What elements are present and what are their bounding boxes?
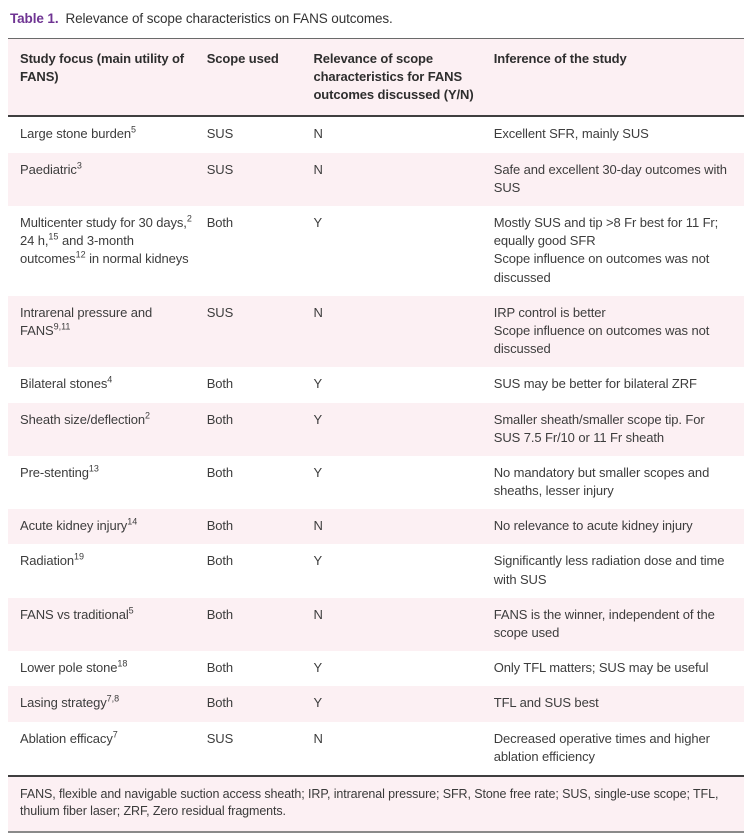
study-focus-cell: FANS vs traditional5 (20, 605, 134, 622)
table-row: FANS vs traditional5 Both N FANS is the win… (8, 597, 744, 652)
relevance-cell: Y (313, 411, 323, 427)
table-body: Large stone burden5 SUS N Excellent SFR, ma… (8, 116, 744, 776)
inference-cell: No relevance to acute kidney injury (493, 518, 693, 534)
relevance-cell: N (313, 730, 323, 746)
study-focus-cell: Large stone burden5 (20, 125, 136, 142)
study-focus-cell: Intrarenal pressure and FANS9,11 (20, 304, 153, 338)
inference-cell: IRP control is better Scope influence on … (493, 304, 710, 357)
relevance-cell: Y (313, 695, 323, 711)
scope-used-cell: SUS (206, 126, 234, 142)
inference-cell: Mostly SUS and tip >8 Fr best for 11 Fr;… (493, 215, 719, 285)
table-row: Bilateral stones4 Both Y SUS may be better … (8, 367, 744, 402)
inference-cell: Safe and excellent 30-day outcomes with … (493, 161, 727, 195)
table-row: Sheath size/deflection2 Both Y Smaller shea… (8, 402, 744, 456)
inference-cell: Excellent SFR, mainly SUS (493, 126, 649, 142)
study-focus-cell: Lower pole stone18 (20, 658, 128, 676)
relevance-cell: N (313, 161, 323, 177)
table-row: Multicenter study for 30 days,2 24 h,15 … (8, 206, 744, 296)
study-focus-cell: Acute kidney injury14 (20, 516, 138, 534)
table-row: Pre-stenting13 Both Y No mandatory but smal… (8, 456, 744, 509)
study-focus-cell: Sheath size/deflection2 (20, 410, 151, 427)
study-focus-cell: Ablation efficacy7 (20, 729, 118, 746)
table-row: Acute kidney injury14 Both N No relevance t… (8, 509, 744, 545)
study-focus-cell: Multicenter study for 30 days,2 24 h,15 … (20, 213, 192, 267)
table-header: Study focus (main utility of FANS) Scope… (8, 37, 744, 118)
scope-used-cell: SUS (206, 730, 234, 746)
reference-superscript: 12 (75, 250, 86, 261)
relevance-cell: N (313, 606, 323, 622)
reference-superscript: 5 (128, 605, 134, 616)
fans-outcomes-table: Study focus (main utility of FANS) Scope… (8, 37, 744, 833)
scope-used-cell: Both (206, 606, 234, 622)
scope-used-cell: Both (206, 411, 234, 427)
table-caption-text: Relevance of scope characteristics on FA… (65, 11, 393, 26)
scope-used-cell: Both (206, 695, 234, 711)
relevance-cell: N (313, 126, 323, 142)
scope-used-cell: Both (206, 553, 234, 569)
study-focus-cell: Pre-stenting13 (20, 463, 99, 480)
table-row: Radiation19 Both Y Significantly less radia… (8, 544, 744, 597)
scope-used-cell: Both (206, 215, 234, 231)
reference-superscript: 9,11 (53, 321, 71, 332)
inference-cell: Decreased operative times and higher abl… (493, 730, 710, 764)
column-header-study-focus: Study focus (main utility of FANS) (8, 37, 207, 118)
relevance-cell: Y (313, 215, 323, 231)
reference-superscript: 15 (48, 231, 59, 242)
scope-used-cell: Both (206, 660, 234, 676)
reference-superscript: 2 (186, 213, 192, 224)
column-header-inference: Inference of the study (493, 37, 744, 118)
table-row: Paediatric3 SUS N Safe and excellent 30-day… (8, 152, 744, 207)
reference-superscript: 7 (112, 729, 118, 740)
relevance-cell: N (313, 304, 323, 320)
reference-superscript: 3 (76, 160, 82, 171)
reference-superscript: 5 (130, 125, 136, 136)
scope-used-cell: Both (206, 376, 234, 392)
relevance-cell: Y (313, 376, 323, 392)
reference-superscript: 2 (145, 410, 151, 421)
table-row: Lower pole stone18 Both Y Only TFL matters;… (8, 651, 744, 686)
table-row: Intrarenal pressure and FANS9,11 SUS N IRP … (8, 295, 744, 368)
table-row: Large stone burden5 SUS N Excellent SFR, ma… (8, 116, 744, 152)
reference-superscript: 13 (88, 463, 99, 474)
scope-used-cell: SUS (206, 304, 234, 320)
relevance-cell: Y (313, 660, 323, 676)
study-focus-cell: Lasing strategy7,8 (20, 694, 120, 711)
column-header-relevance: Relevance of scope characteristics for F… (313, 37, 494, 118)
reference-superscript: 14 (127, 516, 138, 527)
inference-cell: Smaller sheath/smaller scope tip. For SU… (493, 411, 705, 445)
reference-superscript: 18 (117, 658, 128, 669)
table-row: Lasing strategy7,8 Both Y TFL and SUS best (8, 686, 744, 722)
table-caption: Table 1. Relevance of scope characteristi… (8, 6, 744, 38)
scope-used-cell: Both (206, 464, 234, 480)
study-focus-cell: Bilateral stones4 (20, 375, 113, 392)
inference-cell: FANS is the winner, independent of the s… (493, 606, 715, 641)
table-row: Ablation efficacy7 SUS N Decreased operativ… (8, 722, 744, 776)
reference-superscript: 7,8 (106, 694, 120, 705)
inference-cell: SUS may be better for bilateral ZRF (493, 376, 697, 392)
relevance-cell: Y (313, 464, 323, 480)
inference-cell: No mandatory but smaller scopes and shea… (493, 464, 710, 499)
scope-used-cell: Both (206, 518, 234, 534)
study-focus-cell: Paediatric3 (20, 160, 82, 177)
scope-used-cell: SUS (206, 161, 234, 177)
relevance-cell: N (313, 518, 323, 534)
study-focus-cell: Radiation19 (20, 552, 85, 569)
column-header-scope-used: Scope used (206, 37, 314, 118)
table-caption-label: Table 1. (10, 11, 59, 26)
relevance-cell: Y (313, 553, 323, 569)
reference-superscript: 19 (74, 552, 85, 563)
inference-cell: TFL and SUS best (493, 695, 599, 711)
inference-cell: Significantly less radiation dose and ti… (493, 553, 725, 587)
reference-superscript: 4 (107, 375, 113, 385)
inference-cell: Only TFL matters; SUS may be useful (493, 660, 709, 676)
